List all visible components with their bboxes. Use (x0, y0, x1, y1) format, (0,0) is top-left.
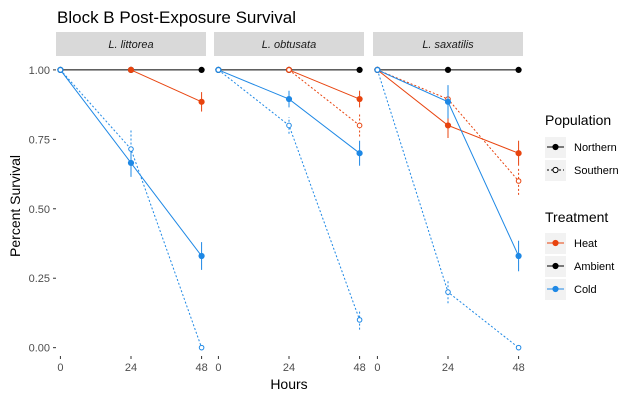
data-point (127, 66, 135, 73)
legend-marker (552, 143, 559, 151)
legend-marker (552, 239, 559, 247)
data-point (286, 122, 292, 129)
data-point (286, 67, 292, 73)
x-tick-label: 0 (57, 362, 63, 374)
x-axis-title: Hours (270, 376, 307, 392)
data-point (57, 67, 64, 73)
x-tick-label: 0 (374, 362, 380, 374)
legend-label: Cold (574, 284, 597, 296)
legend-label: Heat (574, 238, 597, 250)
data-point (444, 122, 452, 129)
series-line-cold-northern (218, 69, 360, 154)
panel-l-littorea: L. littorea 0 24 48 (56, 32, 208, 374)
x-tick-label: 24 (442, 362, 454, 374)
facet-label: L. littorea (108, 39, 153, 51)
x-tick-label: 24 (283, 362, 295, 374)
data-point (356, 66, 363, 73)
y-axis-title: Percent Survival (7, 155, 23, 257)
data-point (515, 150, 522, 157)
x-tick-label: 48 (353, 362, 365, 374)
data-point (215, 67, 222, 73)
legend-marker (552, 285, 559, 293)
data-point (198, 98, 205, 105)
series-line-cold-southern (60, 69, 203, 348)
series-line-heat-southern (288, 69, 360, 126)
data-point (515, 66, 522, 73)
chart-title: Block B Post-Exposure Survival (57, 8, 296, 27)
y-tick-label: 0.00 (29, 343, 50, 355)
data-point (285, 95, 293, 103)
series-line-cold-southern (218, 69, 361, 321)
x-tick-label: 24 (125, 362, 137, 374)
data-point (198, 344, 205, 351)
x-tick-label: 48 (195, 362, 207, 374)
legend-title-treatment: Treatment (545, 209, 608, 225)
x-tick-label: 0 (215, 362, 221, 374)
facet-label: L. obtusata (262, 39, 316, 51)
legend-label: Northern (574, 142, 617, 154)
data-point (356, 150, 363, 157)
data-point (444, 66, 452, 73)
data-point (198, 252, 205, 260)
data-point (515, 178, 522, 184)
legend-marker (552, 166, 559, 174)
legend-label: Southern (574, 165, 619, 177)
data-point (444, 98, 452, 105)
data-point (515, 344, 522, 351)
facet-strip (373, 32, 523, 56)
facet-label: L. saxatilis (422, 39, 474, 51)
y-tick-label: 0.50 (29, 204, 50, 216)
y-tick-label: 0.25 (29, 273, 50, 285)
data-point (198, 66, 205, 73)
y-axis: 0.00 0.25 0.50 0.75 1.00 (29, 65, 56, 355)
legend-marker (552, 262, 559, 270)
panel-l-obtusata: L. obtusata 0 24 48 (214, 32, 366, 374)
legend: Population Northern Southern Treatment Heat A… (545, 112, 619, 300)
legend-title-population: Population (545, 112, 611, 128)
y-tick-label: 0.75 (29, 134, 50, 146)
x-tick-label: 48 (512, 362, 524, 374)
series-line-heat-northern (288, 69, 360, 100)
panel-l-saxatilis: L. saxatilis 0 24 48 (373, 32, 525, 374)
data-point (356, 317, 363, 323)
data-point (356, 122, 363, 129)
data-point (374, 67, 381, 73)
data-point (128, 146, 134, 152)
facet-strip (56, 32, 206, 56)
y-tick-label: 1.00 (29, 65, 50, 77)
series-line-heat-northern (130, 69, 202, 103)
legend-label: Ambient (574, 261, 614, 273)
facet-strip (214, 32, 364, 56)
data-point (445, 289, 451, 295)
data-point (515, 252, 522, 260)
data-point (356, 95, 363, 103)
